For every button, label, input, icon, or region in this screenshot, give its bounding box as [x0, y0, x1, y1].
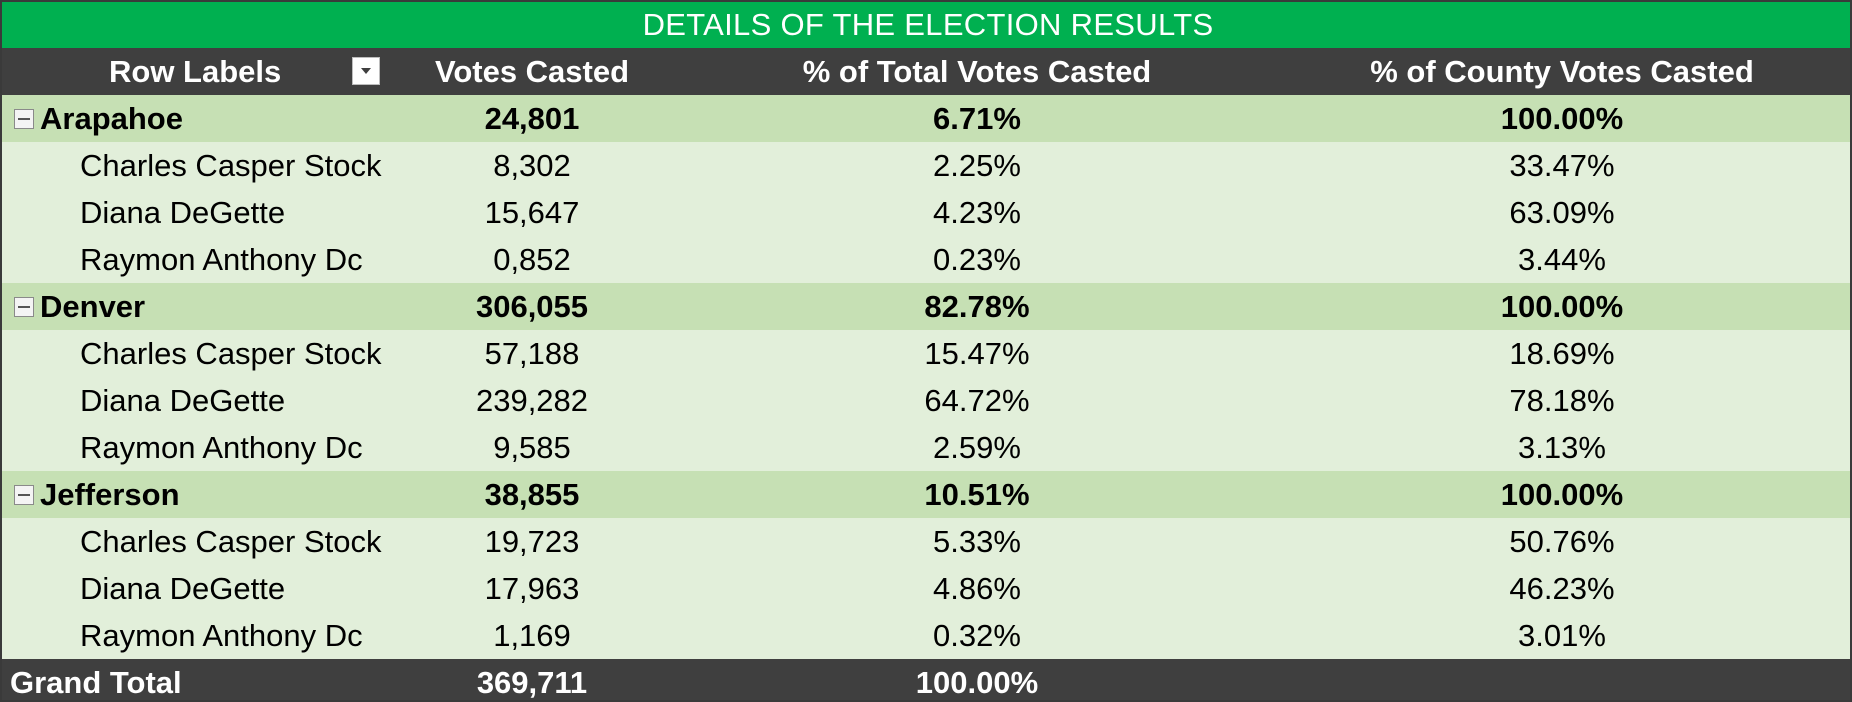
candidate-votes: 1,169: [493, 617, 571, 653]
row-labels-header[interactable]: Row Labels: [2, 48, 382, 95]
county-votes: 24,801: [484, 100, 580, 136]
candidate-label-cell: Charles Casper Stock: [2, 330, 382, 377]
county-name: Denver: [40, 288, 146, 324]
candidate-name: Charles Casper Stock: [80, 523, 382, 559]
candidate-name: Diana DeGette: [80, 194, 286, 230]
grand-total-pct-total: 100.00%: [915, 664, 1039, 700]
county-pct-county: 100.00%: [1500, 100, 1624, 136]
pct-total-header[interactable]: % of Total Votes Casted: [802, 53, 1152, 89]
candidate-votes: 0,852: [493, 241, 571, 277]
candidate-row[interactable]: Diana DeGette 17,963 4.86% 46.23%: [2, 565, 1850, 612]
county-row[interactable]: Arapahoe 24,801 6.71% 100.00%: [2, 95, 1850, 142]
candidate-pct-total: 15.47%: [924, 335, 1030, 371]
collapse-minus-icon[interactable]: [14, 108, 34, 129]
grand-total-label: Grand Total: [10, 664, 182, 700]
candidate-name: Charles Casper Stock: [80, 335, 382, 371]
county-pct-county: 100.00%: [1500, 288, 1624, 324]
county-pct-total: 82.78%: [924, 288, 1030, 324]
collapse-minus-icon[interactable]: [14, 296, 34, 317]
candidate-votes: 239,282: [475, 382, 589, 418]
candidate-row[interactable]: Charles Casper Stock 19,723 5.33% 50.76%: [2, 518, 1850, 565]
grand-total-row: Grand Total 369,711 100.00%: [2, 659, 1850, 700]
candidate-votes: 15,647: [484, 194, 580, 230]
pct-county-header[interactable]: % of County Votes Casted: [1370, 53, 1754, 89]
candidate-label-cell: Charles Casper Stock: [2, 518, 382, 565]
candidate-pct-county: 3.13%: [1518, 429, 1606, 465]
county-name: Jefferson: [40, 476, 180, 512]
candidate-pct-county: 78.18%: [1509, 382, 1615, 418]
candidate-pct-county: 18.69%: [1509, 335, 1615, 371]
candidate-name: Diana DeGette: [80, 382, 286, 418]
candidate-name: Raymon Anthony Dc: [80, 429, 363, 465]
grand-total-pct-county: [1272, 659, 1850, 700]
candidate-row[interactable]: Raymon Anthony Dc 9,585 2.59% 3.13%: [2, 424, 1850, 471]
candidate-label-cell: Raymon Anthony Dc: [2, 236, 382, 283]
candidate-label-cell: Diana DeGette: [2, 189, 382, 236]
candidate-row[interactable]: Diana DeGette 15,647 4.23% 63.09%: [2, 189, 1850, 236]
votes-header[interactable]: Votes Casted: [434, 53, 630, 89]
candidate-row[interactable]: Raymon Anthony Dc 0,852 0.23% 3.44%: [2, 236, 1850, 283]
filter-dropdown-icon[interactable]: [352, 57, 380, 85]
county-row[interactable]: Jefferson 38,855 10.51% 100.00%: [2, 471, 1850, 518]
table-title: DETAILS OF THE ELECTION RESULTS: [642, 7, 1214, 42]
candidate-label-cell: Diana DeGette: [2, 565, 382, 612]
candidate-votes: 19,723: [484, 523, 580, 559]
candidate-pct-total: 5.33%: [933, 523, 1021, 559]
candidate-pct-county: 63.09%: [1509, 194, 1615, 230]
collapse-minus-icon[interactable]: [14, 484, 34, 505]
candidate-pct-total: 0.32%: [933, 617, 1021, 653]
candidate-pct-county: 33.47%: [1509, 147, 1615, 183]
candidate-row[interactable]: Raymon Anthony Dc 1,169 0.32% 3.01%: [2, 612, 1850, 659]
county-label-cell: Jefferson: [2, 471, 382, 518]
candidate-pct-total: 64.72%: [924, 382, 1030, 418]
table-title-row: DETAILS OF THE ELECTION RESULTS: [2, 2, 1850, 48]
candidate-row[interactable]: Charles Casper Stock 57,188 15.47% 18.69%: [2, 330, 1850, 377]
candidate-name: Raymon Anthony Dc: [80, 617, 363, 653]
candidate-pct-total: 2.59%: [933, 429, 1021, 465]
candidate-row[interactable]: Charles Casper Stock 8,302 2.25% 33.47%: [2, 142, 1850, 189]
candidate-pct-total: 0.23%: [933, 241, 1021, 277]
county-votes: 38,855: [484, 476, 580, 512]
candidate-votes: 17,963: [484, 570, 580, 606]
candidate-name: Raymon Anthony Dc: [80, 241, 363, 277]
county-label-cell: Arapahoe: [2, 95, 382, 142]
candidate-votes: 8,302: [493, 147, 571, 183]
candidate-pct-county: 46.23%: [1509, 570, 1615, 606]
candidate-pct-county: 50.76%: [1509, 523, 1615, 559]
candidate-row[interactable]: Diana DeGette 239,282 64.72% 78.18%: [2, 377, 1850, 424]
county-votes: 306,055: [475, 288, 589, 324]
header-row: Row Labels Votes Casted % of Total Votes…: [2, 48, 1850, 95]
candidate-pct-total: 2.25%: [933, 147, 1021, 183]
county-row[interactable]: Denver 306,055 82.78% 100.00%: [2, 283, 1850, 330]
county-name: Arapahoe: [40, 100, 183, 136]
candidate-label-cell: Charles Casper Stock: [2, 142, 382, 189]
candidate-pct-county: 3.01%: [1518, 617, 1606, 653]
candidate-pct-county: 3.44%: [1518, 241, 1606, 277]
candidate-label-cell: Raymon Anthony Dc: [2, 424, 382, 471]
candidate-pct-total: 4.23%: [933, 194, 1021, 230]
candidate-votes: 57,188: [484, 335, 580, 371]
candidate-name: Charles Casper Stock: [80, 147, 382, 183]
county-label-cell: Denver: [2, 283, 382, 330]
candidate-label-cell: Raymon Anthony Dc: [2, 612, 382, 659]
candidate-pct-total: 4.86%: [933, 570, 1021, 606]
candidate-label-cell: Diana DeGette: [2, 377, 382, 424]
county-pct-total: 6.71%: [933, 100, 1021, 136]
row-labels-header-text: Row Labels: [109, 53, 282, 89]
county-pct-total: 10.51%: [924, 476, 1030, 512]
grand-total-votes: 369,711: [476, 664, 588, 700]
candidate-votes: 9,585: [493, 429, 571, 465]
candidate-name: Diana DeGette: [80, 570, 286, 606]
county-pct-county: 100.00%: [1500, 476, 1624, 512]
